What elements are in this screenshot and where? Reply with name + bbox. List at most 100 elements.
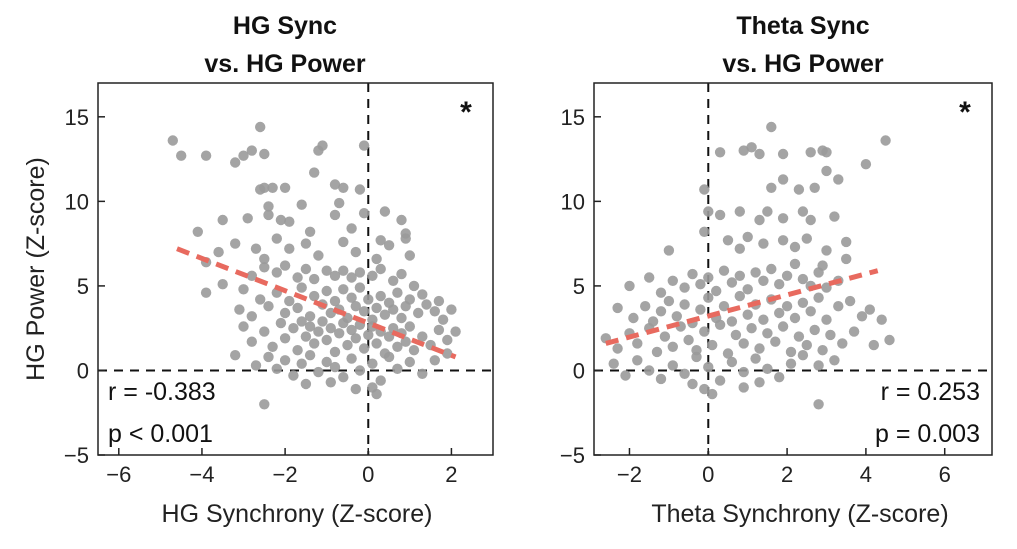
data-point xyxy=(777,235,789,246)
data-point xyxy=(271,363,282,374)
data-point xyxy=(304,321,316,332)
data-point xyxy=(242,213,253,224)
data-point xyxy=(192,226,203,237)
data-point xyxy=(655,287,667,298)
data-point xyxy=(446,304,457,315)
data-point xyxy=(255,294,266,305)
data-point xyxy=(259,148,270,160)
data-point xyxy=(296,358,307,369)
data-point xyxy=(346,324,357,336)
data-point xyxy=(844,295,856,307)
data-point xyxy=(408,345,420,356)
x-tick-label: 4 xyxy=(860,462,872,487)
data-point xyxy=(884,334,895,346)
data-point xyxy=(292,272,303,283)
data-point xyxy=(837,338,848,349)
data-point xyxy=(217,214,228,226)
data-point xyxy=(313,326,324,337)
data-point xyxy=(821,314,832,325)
data-point xyxy=(288,323,299,334)
data-point xyxy=(433,324,445,336)
data-point xyxy=(338,317,349,329)
significance-star: * xyxy=(959,96,971,129)
data-point xyxy=(363,329,374,341)
data-point xyxy=(321,285,332,297)
data-point xyxy=(255,184,266,195)
data-point xyxy=(848,326,860,337)
data-point xyxy=(777,321,789,332)
plot-frame xyxy=(97,82,494,456)
data-point xyxy=(754,343,765,354)
data-point xyxy=(417,368,428,379)
data-point xyxy=(644,365,655,376)
data-point xyxy=(774,372,785,383)
data-point xyxy=(383,351,395,363)
data-point xyxy=(774,279,785,290)
data-point xyxy=(408,280,420,292)
data-point xyxy=(442,334,453,346)
data-point xyxy=(450,326,461,337)
data-point xyxy=(200,287,212,298)
y-tick-label: 10 xyxy=(561,189,585,214)
data-point xyxy=(750,267,761,278)
y-tick-label: −5 xyxy=(64,443,89,468)
data-point xyxy=(758,238,769,249)
data-point xyxy=(671,311,682,322)
data-point xyxy=(738,366,749,378)
data-point xyxy=(714,209,726,221)
data-point xyxy=(413,307,424,319)
data-point xyxy=(695,304,706,315)
data-point xyxy=(300,331,312,342)
data-point xyxy=(292,302,303,314)
data-point xyxy=(817,260,828,271)
data-point xyxy=(442,348,453,359)
data-point xyxy=(279,307,291,319)
data-point xyxy=(309,273,320,285)
stat-r: r = -0.383 xyxy=(108,378,216,406)
data-point xyxy=(263,201,274,212)
data-point xyxy=(730,329,742,341)
data-point xyxy=(358,343,370,354)
data-point xyxy=(785,346,797,358)
data-point xyxy=(809,324,820,336)
data-point xyxy=(714,375,726,386)
data-point xyxy=(841,253,852,265)
data-point xyxy=(267,182,278,193)
data-point xyxy=(742,309,753,320)
data-point xyxy=(304,311,316,322)
data-point xyxy=(338,372,349,383)
y-tick-label: 15 xyxy=(561,105,585,130)
data-point xyxy=(167,135,178,146)
x-axis-label: HG Synchrony (Z-score) xyxy=(162,500,433,528)
data-point xyxy=(793,184,805,195)
data-point xyxy=(754,148,765,160)
data-point xyxy=(707,388,718,400)
data-point xyxy=(801,233,812,244)
data-point xyxy=(699,226,710,237)
y-tick-label: 0 xyxy=(573,358,585,383)
data-point xyxy=(250,360,262,371)
data-point xyxy=(246,270,257,281)
data-point xyxy=(259,262,270,273)
x-tick-label: −4 xyxy=(189,462,214,487)
data-point xyxy=(876,314,887,325)
data-point xyxy=(354,282,366,293)
data-point xyxy=(726,277,738,288)
data-point xyxy=(404,250,415,261)
data-point xyxy=(358,208,370,219)
data-point xyxy=(864,304,875,315)
data-point xyxy=(777,148,789,160)
data-point xyxy=(620,370,631,381)
data-point xyxy=(329,179,341,190)
stat-r: r = 0.253 xyxy=(881,378,980,406)
data-point xyxy=(762,328,773,339)
y-tick-label: 10 xyxy=(65,189,89,214)
data-point xyxy=(396,214,407,226)
y-tick-label: 0 xyxy=(77,358,89,383)
data-point xyxy=(334,328,345,339)
data-point xyxy=(367,270,378,281)
data-point xyxy=(263,209,274,221)
data-point xyxy=(734,290,745,302)
regression-line xyxy=(605,268,879,346)
data-point xyxy=(667,341,678,352)
